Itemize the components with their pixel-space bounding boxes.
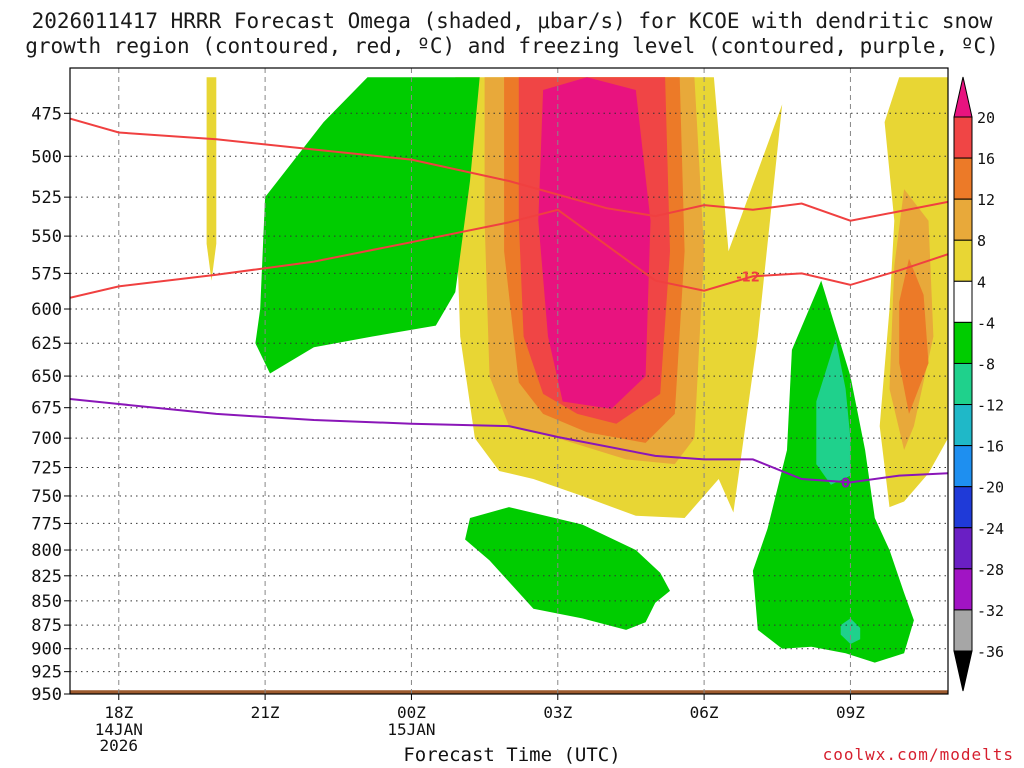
y-tick-label-775: 775 bbox=[31, 514, 62, 534]
colorbar-bin-9 bbox=[953, 486, 973, 529]
colorbar-label-16: 16 bbox=[977, 150, 995, 168]
chart-title-line2: growth region (contoured, red, ºC) and f… bbox=[25, 34, 999, 58]
x-tick-label-21Z: 21Z bbox=[251, 703, 280, 722]
y-tick-label-825: 825 bbox=[31, 567, 62, 587]
y-tick-label-600: 600 bbox=[31, 300, 62, 320]
y-tick-label-550: 550 bbox=[31, 227, 62, 247]
x-tick-sublabel-15JAN: 15JAN bbox=[387, 720, 435, 739]
contour-line-1 bbox=[70, 117, 948, 222]
x-tick-label-00Z: 00Z bbox=[397, 703, 426, 722]
omega-shade-9 bbox=[255, 77, 480, 374]
contour-label-0: -12 bbox=[736, 270, 760, 285]
x-tick-label-03Z: 03Z bbox=[543, 703, 572, 722]
y-tick-label-850: 850 bbox=[31, 592, 62, 612]
y-tick-label-625: 625 bbox=[31, 334, 62, 354]
colorbar-label-neg24: -24 bbox=[977, 520, 1004, 538]
colorbar-label-neg36: -36 bbox=[977, 643, 1004, 661]
colorbar-label-neg8: -8 bbox=[977, 355, 995, 373]
colorbar-bin-1 bbox=[953, 157, 973, 200]
omega-shade-2 bbox=[206, 77, 217, 281]
omega-shade-6 bbox=[538, 77, 651, 409]
y-tick-label-750: 750 bbox=[31, 487, 62, 507]
omega-shade-10 bbox=[465, 507, 670, 630]
y-tick-label-475: 475 bbox=[31, 104, 62, 124]
colorbar-bin-3 bbox=[953, 239, 973, 282]
y-tick-label-800: 800 bbox=[31, 541, 62, 561]
colorbar-label-neg20: -20 bbox=[977, 479, 1004, 497]
x-tick-label-18Z: 18Z bbox=[104, 703, 133, 722]
y-tick-label-650: 650 bbox=[31, 367, 62, 387]
y-tick-label-700: 700 bbox=[31, 429, 62, 449]
x-tick-label-06Z: 06Z bbox=[690, 703, 719, 722]
contour-line-0 bbox=[70, 208, 948, 299]
colorbar-label-neg32: -32 bbox=[977, 602, 1004, 620]
y-tick-label-925: 925 bbox=[31, 663, 62, 683]
colorbar-label-neg28: -28 bbox=[977, 561, 1004, 579]
colorbar-bin-4 bbox=[953, 280, 973, 323]
y-tick-label-500: 500 bbox=[31, 147, 62, 167]
colorbar-label-neg4: -4 bbox=[977, 314, 995, 332]
x-tick-sublabel-14JAN: 14JAN bbox=[95, 720, 143, 739]
colorbar-label-neg12: -12 bbox=[977, 397, 1004, 415]
colorbar-bin-10 bbox=[953, 527, 973, 570]
x-axis-label: Forecast Time (UTC) bbox=[403, 744, 621, 766]
colorbar-label-12: 12 bbox=[977, 191, 995, 209]
chart-title-line1: 2026011417 HRRR Forecast Omega (shaded, … bbox=[31, 9, 993, 33]
colorbar-bin-2 bbox=[953, 198, 973, 241]
colorbar-bin-11 bbox=[953, 568, 973, 611]
plot-frame bbox=[69, 67, 949, 695]
colorbar-bin-12 bbox=[953, 609, 973, 652]
ground-bar bbox=[70, 690, 948, 694]
colorbar-bin-0 bbox=[953, 116, 973, 159]
y-tick-label-575: 575 bbox=[31, 264, 62, 284]
x-tick-sublabel-2026: 2026 bbox=[100, 736, 139, 755]
y-tick-label-875: 875 bbox=[31, 616, 62, 636]
y-tick-label-900: 900 bbox=[31, 640, 62, 660]
source-credit: coolwx.com/modelts bbox=[822, 745, 1014, 764]
x-tick-label-09Z: 09Z bbox=[836, 703, 865, 722]
contour-label-2: 0 bbox=[841, 476, 850, 491]
colorbar-bin-6 bbox=[953, 362, 973, 406]
colorbar-bin-5 bbox=[953, 321, 973, 364]
y-tick-label-950: 950 bbox=[31, 685, 62, 705]
y-tick-label-675: 675 bbox=[31, 399, 62, 419]
colorbar-label-8: 8 bbox=[977, 232, 986, 250]
omega-shade-8 bbox=[899, 258, 929, 414]
colorbar-bottom-triangle bbox=[953, 650, 973, 692]
contour-line-2 bbox=[70, 398, 948, 484]
y-tick-label-525: 525 bbox=[31, 188, 62, 208]
colorbar-top-triangle bbox=[953, 76, 973, 118]
colorbar-label-4: 4 bbox=[977, 273, 986, 291]
colorbar-label-20: 20 bbox=[977, 109, 995, 127]
colorbar-bin-7 bbox=[953, 404, 973, 447]
colorbar-label-neg16: -16 bbox=[977, 438, 1004, 456]
y-tick-label-725: 725 bbox=[31, 459, 62, 479]
colorbar-bin-8 bbox=[953, 445, 973, 488]
